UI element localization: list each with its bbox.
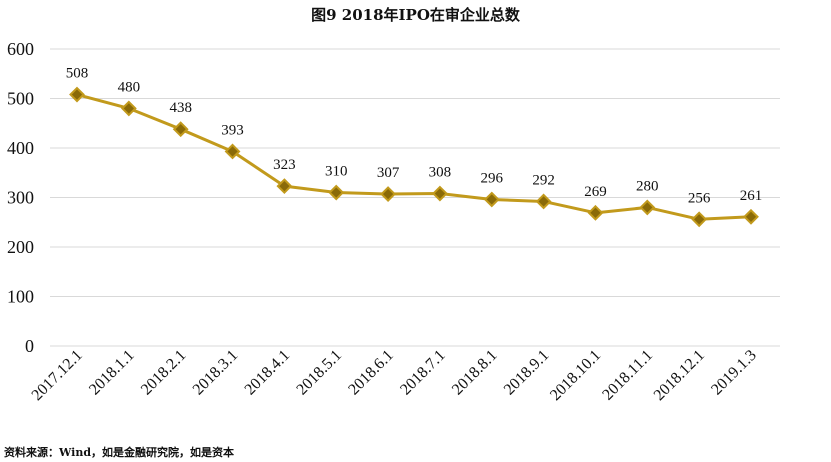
y-tick-label: 100 bbox=[7, 287, 34, 307]
x-tick-label: 2018.5.1 bbox=[293, 347, 345, 399]
data-label: 307 bbox=[377, 165, 400, 181]
data-label: 269 bbox=[584, 184, 607, 200]
data-label: 296 bbox=[481, 170, 504, 186]
series-markers bbox=[69, 86, 759, 228]
source-note: 资料来源：Wind，如是金融研究院，如是资本 bbox=[4, 446, 235, 459]
data-point-marker bbox=[432, 185, 448, 202]
data-label: 280 bbox=[636, 178, 659, 194]
y-tick-label: 300 bbox=[7, 188, 34, 208]
data-label: 256 bbox=[688, 190, 711, 206]
x-tick-label: 2018.8.1 bbox=[449, 347, 501, 399]
series-line bbox=[76, 93, 752, 221]
data-label: 308 bbox=[429, 165, 452, 181]
data-point-marker bbox=[691, 211, 708, 228]
data-label: 508 bbox=[66, 66, 89, 82]
data-label: 323 bbox=[273, 157, 296, 173]
x-tick-label: 2018.7.1 bbox=[397, 347, 449, 399]
y-tick-label: 200 bbox=[7, 237, 34, 257]
x-tick-label: 2018.3.1 bbox=[190, 347, 242, 399]
data-point-marker bbox=[743, 208, 759, 225]
x-tick-label: 2018.9.1 bbox=[501, 347, 553, 399]
data-label: 393 bbox=[221, 122, 244, 138]
data-point-marker bbox=[587, 204, 604, 221]
series-polyline bbox=[76, 93, 752, 221]
y-tick-label: 400 bbox=[7, 138, 34, 158]
y-axis: 0 100 200 300 400 500 600 bbox=[7, 39, 34, 356]
data-label: 438 bbox=[169, 100, 192, 116]
y-tick-label: 500 bbox=[7, 89, 34, 109]
data-point-marker bbox=[328, 184, 345, 201]
data-point-marker bbox=[120, 100, 137, 117]
x-tick-label: 2018.2.1 bbox=[138, 347, 190, 399]
x-tick-label: 2018.6.1 bbox=[345, 347, 397, 399]
data-label: 261 bbox=[740, 188, 763, 204]
data-point-marker bbox=[172, 121, 189, 138]
chart-title: 图9 2018年IPO在审企业总数 bbox=[311, 6, 520, 24]
data-point-marker bbox=[639, 199, 656, 216]
data-point-marker bbox=[224, 143, 241, 160]
data-point-marker bbox=[380, 186, 396, 202]
grid-lines bbox=[50, 48, 780, 347]
data-label: 292 bbox=[532, 172, 555, 188]
data-point-marker bbox=[483, 191, 500, 208]
x-tick-label: 2018.1.1 bbox=[86, 347, 138, 399]
x-tick-label: 2018.10.1 bbox=[547, 347, 604, 404]
data-label: 310 bbox=[325, 164, 348, 180]
data-point-marker bbox=[535, 193, 552, 210]
y-tick-label: 0 bbox=[25, 336, 34, 356]
data-label: 480 bbox=[118, 79, 141, 95]
data-point-marker bbox=[69, 86, 85, 103]
data-point-marker bbox=[276, 178, 293, 195]
x-tick-label: 2018.11.1 bbox=[599, 347, 656, 404]
data-labels: 508 480 438 393 323 310 307 308 296 292 269 280 256 2… bbox=[66, 66, 763, 207]
x-axis: 2017.12.1 2018.1.1 2018.2.1 2018.3.1 2018.4.… bbox=[29, 347, 760, 404]
x-tick-label: 2018.12.1 bbox=[651, 347, 708, 404]
x-tick-label: 2018.4.1 bbox=[242, 347, 294, 399]
x-tick-label: 2017.12.1 bbox=[29, 347, 86, 404]
x-tick-label: 2019.1.3 bbox=[708, 347, 760, 399]
y-tick-label: 600 bbox=[7, 39, 34, 59]
